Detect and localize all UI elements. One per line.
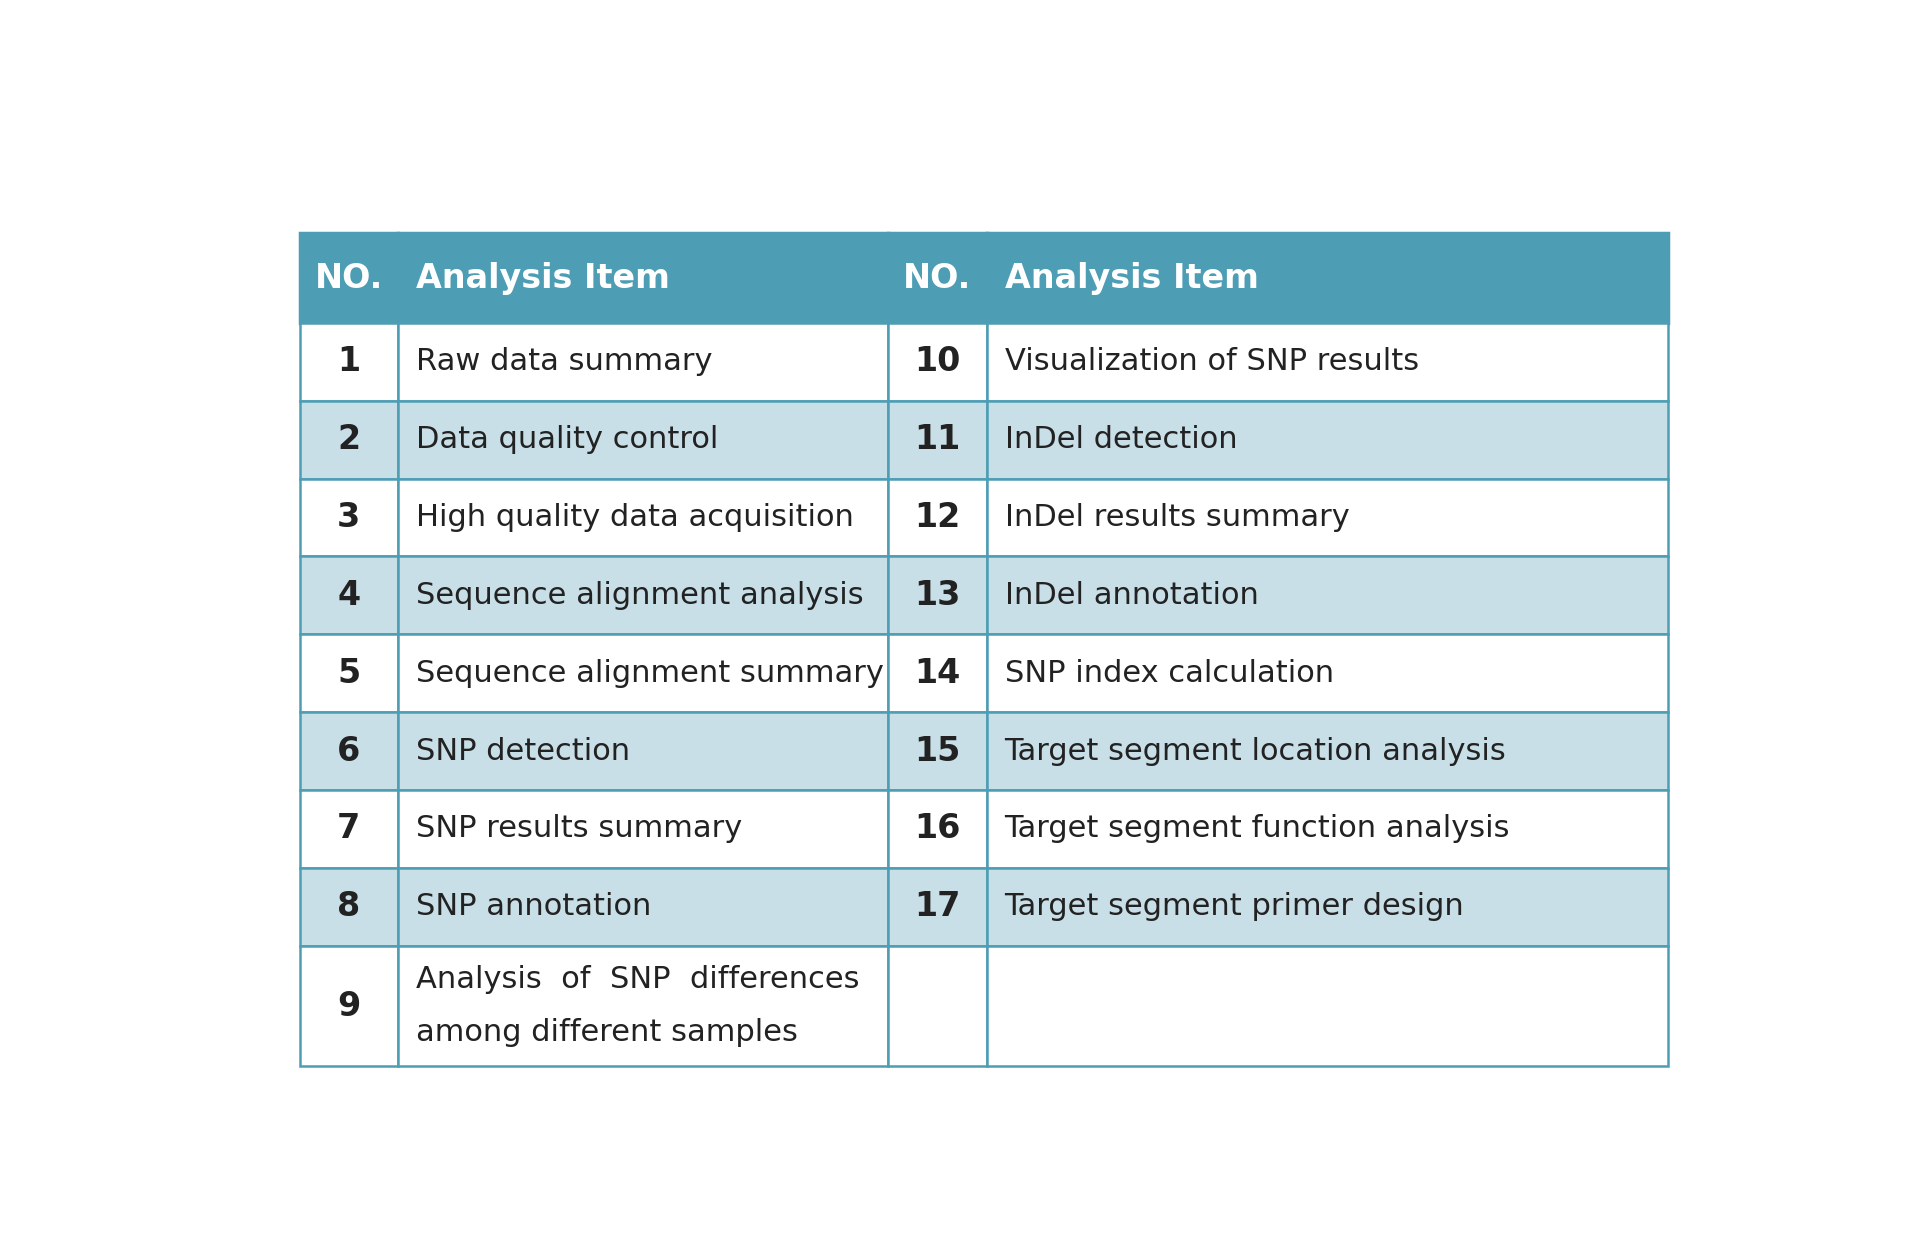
Bar [889,323,987,401]
Text: Target segment function analysis: Target segment function analysis [1004,814,1511,843]
Text: Analysis Item: Analysis Item [417,262,670,294]
Text: 3: 3 [338,501,361,533]
Text: NO.: NO. [315,262,382,294]
Text: 7: 7 [338,813,361,845]
Bar [889,712,987,790]
Bar [987,401,1668,478]
Text: 16: 16 [914,813,960,845]
Bar [889,233,987,323]
Bar [889,790,987,868]
Bar [889,401,987,478]
Bar [397,712,889,790]
Bar [300,946,397,1067]
Text: 5: 5 [338,657,361,689]
Bar [397,946,889,1067]
Text: 10: 10 [914,345,960,379]
Bar [987,868,1668,946]
Text: 4: 4 [338,579,361,611]
Bar [987,946,1668,1067]
Bar [397,401,889,478]
Bar [987,556,1668,634]
Text: Sequence alignment analysis: Sequence alignment analysis [417,581,864,610]
Bar [889,478,987,556]
Bar [987,323,1668,401]
Text: InDel results summary: InDel results summary [1004,503,1350,532]
Text: 14: 14 [914,657,960,689]
Text: 13: 13 [914,579,960,611]
Bar [300,712,397,790]
Bar [300,868,397,946]
Text: 1: 1 [338,345,361,379]
Text: InDel detection: InDel detection [1004,425,1236,454]
Text: 17: 17 [914,891,960,923]
Bar [300,401,397,478]
Bar [397,868,889,946]
Text: Raw data summary: Raw data summary [417,347,712,376]
Bar [889,634,987,712]
Text: NO.: NO. [902,262,972,294]
Bar [300,556,397,634]
Bar [987,634,1668,712]
Bar [397,478,889,556]
Text: Target segment location analysis: Target segment location analysis [1004,736,1507,766]
Text: among different samples: among different samples [417,1018,799,1047]
Text: SNP annotation: SNP annotation [417,892,651,921]
Text: Analysis Item: Analysis Item [1004,262,1258,294]
Bar [397,556,889,634]
Text: 11: 11 [914,423,960,457]
Text: Data quality control: Data quality control [417,425,718,454]
Text: Visualization of SNP results: Visualization of SNP results [1004,347,1419,376]
Bar [397,790,889,868]
Bar [987,233,1668,323]
Bar [987,712,1668,790]
Text: 12: 12 [914,501,960,533]
Bar [987,478,1668,556]
Bar [300,790,397,868]
Text: SNP index calculation: SNP index calculation [1004,659,1334,688]
Text: 6: 6 [338,735,361,767]
Text: SNP detection: SNP detection [417,736,630,766]
Text: SNP results summary: SNP results summary [417,814,743,843]
Bar [300,233,397,323]
Text: 8: 8 [338,891,361,923]
Bar [397,634,889,712]
Bar [397,233,889,323]
Text: 2: 2 [338,423,361,457]
Text: 15: 15 [914,735,960,767]
Text: Target segment primer design: Target segment primer design [1004,892,1465,921]
Bar [889,868,987,946]
Text: Sequence alignment summary: Sequence alignment summary [417,659,883,688]
Bar [889,946,987,1067]
Text: InDel annotation: InDel annotation [1004,581,1258,610]
Text: High quality data acquisition: High quality data acquisition [417,503,854,532]
Text: Analysis  of  SNP  differences: Analysis of SNP differences [417,965,860,994]
Bar [300,478,397,556]
Text: 9: 9 [338,990,361,1023]
Bar [300,634,397,712]
Bar [300,323,397,401]
Bar [889,556,987,634]
Bar [397,323,889,401]
Bar [987,790,1668,868]
